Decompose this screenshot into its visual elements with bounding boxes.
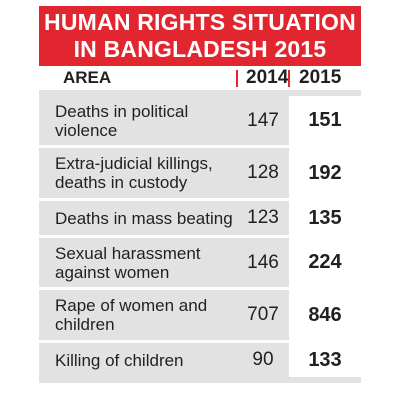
value-2015: 192 <box>308 162 342 184</box>
table-body: Deaths in political violence 147 151 Extra-j… <box>39 90 361 383</box>
value-2015-cell: 846 <box>289 290 361 340</box>
row-area-label: Extra-judicial killings, deaths in custod… <box>55 154 240 192</box>
row-area-line: deaths in custody <box>55 173 188 192</box>
row-area-label: Sexual harassment against women <box>55 244 240 282</box>
row-area-line: children <box>55 315 115 334</box>
row-area-label: Deaths in political violence <box>55 102 240 140</box>
title-banner: HUMAN RIGHTS SITUATION IN BANGLADESH 201… <box>39 6 361 66</box>
table-row: Deaths in political violence 147 151 <box>39 96 361 145</box>
value-2015-cell: 133 <box>289 343 361 377</box>
row-area-line: against women <box>55 263 170 282</box>
row-area-line: violence <box>55 121 118 140</box>
data-table: AREA 2014 2015 Deaths in political violen… <box>39 66 361 383</box>
value-2015-cell: 151 <box>289 96 361 145</box>
value-2014: 147 <box>247 110 279 131</box>
value-2015: 224 <box>308 251 342 273</box>
row-area-label: Deaths in mass beating <box>55 209 240 228</box>
value-2015: 135 <box>308 207 342 229</box>
value-2015-cell: 192 <box>289 148 361 198</box>
row-area-line: Killing of children <box>55 351 184 370</box>
table-row: Extra-judicial killings, deaths in custod… <box>39 145 361 198</box>
table-row: Sexual harassment against women 146 224 <box>39 235 361 287</box>
row-area-label: Killing of children <box>55 351 240 370</box>
table-row: Rape of women and children 707 846 <box>39 287 361 340</box>
row-area-line: Sexual harassment <box>55 244 201 263</box>
column-header-area: AREA <box>63 68 112 87</box>
row-area-label: Rape of women and children <box>55 296 240 334</box>
value-2014: 128 <box>247 162 279 183</box>
title-line-1: HUMAN RIGHTS SITUATION <box>44 9 356 35</box>
row-area-line: Deaths in political <box>55 102 189 121</box>
table-header: AREA 2014 2015 <box>39 66 361 90</box>
row-area-line: Extra-judicial killings, <box>55 154 213 173</box>
value-2014: 146 <box>247 252 279 273</box>
table-row: Deaths in mass beating 123 135 <box>39 198 361 235</box>
column-divider <box>236 70 238 87</box>
title-line-2: IN BANGLADESH 2015 <box>73 36 327 62</box>
row-area-line: Deaths in mass beating <box>55 209 233 228</box>
value-2014: 707 <box>247 304 279 325</box>
value-2015: 846 <box>308 304 342 326</box>
value-2014: 90 <box>252 349 274 370</box>
column-header-2014: 2014 <box>246 67 289 88</box>
column-header-2015: 2015 <box>299 67 342 88</box>
column-divider <box>288 70 290 87</box>
value-2015: 133 <box>308 349 342 371</box>
row-area-line: Rape of women and <box>55 296 208 315</box>
value-2015: 151 <box>308 109 342 131</box>
table-row: Killing of children 90 133 <box>39 340 361 377</box>
value-2015-cell: 224 <box>289 238 361 287</box>
value-2014: 123 <box>247 207 279 228</box>
value-2015-cell: 135 <box>289 201 361 235</box>
